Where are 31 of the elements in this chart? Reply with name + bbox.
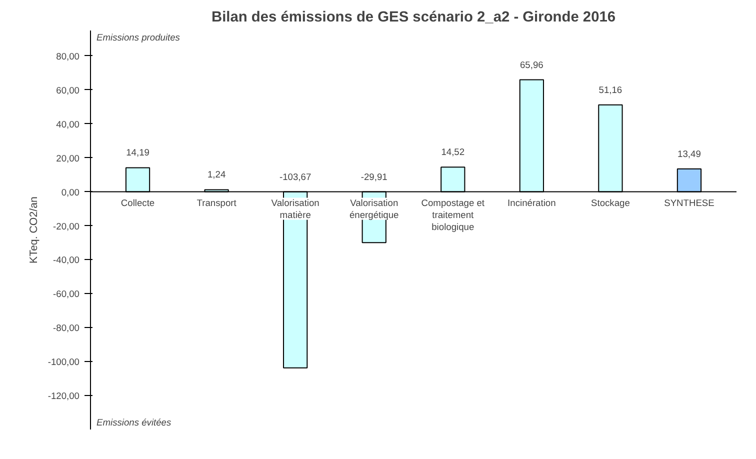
x-tick-label: Compostage et traitement biologique (421, 198, 485, 232)
data-label: 14,19 (126, 148, 150, 158)
data-label: 13,49 (678, 148, 701, 159)
y-tick-label: -60,00 (53, 289, 80, 300)
y-tick-label: 40,00 (56, 119, 80, 130)
x-tick-label: SYNTHESE (664, 198, 714, 208)
x-tick-label: Transport (196, 198, 237, 208)
y-tick-label: 80,00 (56, 51, 80, 62)
data-label: -103,67 (280, 172, 312, 182)
y-tick-label: 60,00 (56, 85, 80, 96)
annotation: Emissions évitées (96, 418, 172, 428)
x-tick-label: Collecte (120, 198, 155, 208)
y-tick-label: -80,00 (53, 323, 80, 334)
data-label: 65,96 (520, 60, 544, 70)
data-label: 51,16 (598, 84, 622, 95)
chart-title: Bilan des émissions de GES scénario 2_a2 - Gironde 2016 (211, 10, 616, 26)
y-tick-label: 0,00 (61, 187, 80, 198)
y-tick-label: 20,00 (56, 153, 80, 164)
data-label: -29,91 (360, 172, 388, 182)
data-label: 14,52 (441, 147, 465, 158)
data-label: 1,24 (207, 170, 226, 180)
x-tick-label: Valorisation énergétique (349, 198, 399, 220)
x-tick-label: Incinération (508, 198, 556, 208)
annotation: Emissions produites (96, 32, 180, 42)
y-tick-label: -40,00 (53, 255, 80, 266)
y-tick-label: -120,00 (48, 391, 80, 402)
y-axis-title: KTeq. CO2/an (28, 196, 40, 264)
x-tick-label: Valorisation matière (271, 198, 320, 220)
x-tick-label: Stockage (591, 198, 630, 208)
y-tick-label: -20,00 (53, 221, 80, 232)
y-tick-label: -100,00 (48, 357, 80, 368)
